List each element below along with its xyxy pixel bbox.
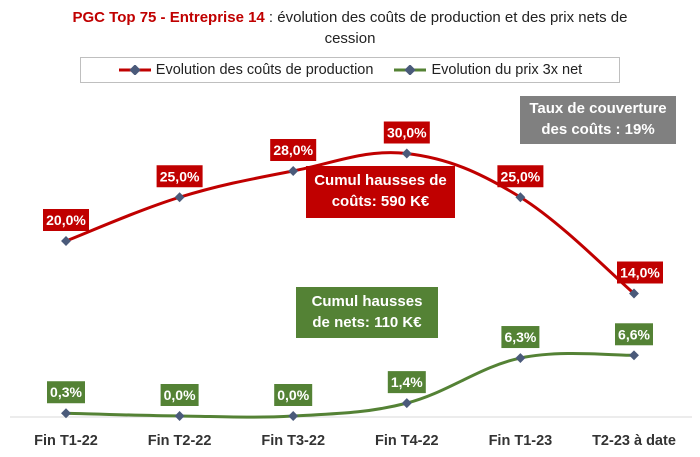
coverage-callout: Taux de couverture des coûts : 19%	[520, 96, 676, 144]
x-tick-label: Fin T4-22	[375, 433, 439, 449]
data-point-costs	[515, 192, 526, 203]
costs-callout-line1: Cumul hausses de	[314, 172, 447, 189]
data-label-price: 6,6%	[618, 326, 650, 342]
coverage-callout-line1: Taux de couverture	[529, 100, 667, 117]
data-point-costs	[288, 166, 299, 176]
costs-callout-line2: coûts: 590 K€	[331, 193, 430, 210]
data-point-costs	[61, 236, 71, 246]
legend: Evolution des coûts de production Evolut…	[80, 57, 620, 83]
series-line-price	[65, 352, 635, 419]
nets-callout-line2: de nets: 110 K€	[312, 314, 422, 331]
x-tick-label: Fin T2-22	[148, 433, 212, 449]
data-label-box-price	[615, 323, 653, 346]
data-label-price: 0,0%	[164, 387, 196, 403]
x-tick-label: Fin T1-22	[34, 433, 98, 449]
data-label-costs: 30,0%	[387, 125, 427, 141]
data-label-box-costs	[497, 165, 544, 188]
costs-callout: Cumul hausses de coûts: 590 K€	[306, 166, 455, 218]
data-label-costs: 28,0%	[273, 142, 313, 158]
data-label-box-costs	[156, 165, 203, 188]
data-label-box-price	[160, 384, 199, 406]
data-label-box-costs	[383, 121, 430, 144]
x-tick-label: Fin T3-22	[261, 433, 325, 449]
chart-title-brand: PGC Top 75 - Entreprise 14	[72, 9, 265, 26]
data-label-box-costs	[43, 209, 89, 231]
series-line-costs	[65, 151, 635, 295]
data-point-costs	[401, 148, 412, 159]
legend-price-marker-icon	[394, 65, 427, 75]
nets-callout: Cumul hausses de nets: 110 K€	[296, 287, 438, 338]
x-tick-label: T2-23 à date	[592, 433, 676, 449]
legend-item-costs: Evolution des coûts de production	[118, 62, 374, 78]
legend-item-price: Evolution du prix 3x net	[393, 62, 582, 78]
data-label-price: 1,4%	[391, 374, 423, 390]
data-label-price: 6,3%	[504, 329, 536, 345]
data-label-box-price	[47, 381, 85, 404]
legend-costs-marker-icon	[118, 65, 151, 75]
x-tick-label: Fin T1-23	[489, 433, 553, 449]
data-label-box-price	[387, 371, 426, 394]
data-label-costs: 25,0%	[160, 168, 200, 184]
legend-label-costs: Evolution des coûts de production	[155, 62, 374, 78]
data-label-box-price	[501, 326, 540, 349]
data-label-costs: 14,0%	[620, 265, 660, 281]
data-label-box-costs	[270, 139, 317, 161]
coverage-callout-line2: des coûts : 19%	[541, 121, 655, 138]
data-point-price	[288, 411, 299, 421]
data-label-costs: 20,0%	[46, 212, 86, 228]
data-label-price: 0,0%	[277, 387, 309, 403]
data-point-price	[629, 350, 639, 361]
data-label-box-costs	[617, 261, 663, 284]
data-point-price	[174, 411, 185, 421]
chart-title: PGC Top 75 - Entreprise 14 : évolution d…	[60, 7, 640, 49]
data-label-price: 0,3%	[50, 384, 82, 400]
data-point-price	[515, 353, 526, 363]
data-point-price	[401, 398, 412, 409]
data-label-box-price	[274, 384, 313, 406]
data-point-costs	[629, 288, 639, 299]
legend-label-price: Evolution du prix 3x net	[431, 62, 583, 78]
data-label-costs: 25,0%	[501, 168, 541, 184]
data-point-costs	[174, 192, 185, 203]
nets-callout-line1: Cumul hausses	[311, 293, 423, 310]
chart-title-text: : évolution des coûts de production et d…	[264, 9, 628, 47]
